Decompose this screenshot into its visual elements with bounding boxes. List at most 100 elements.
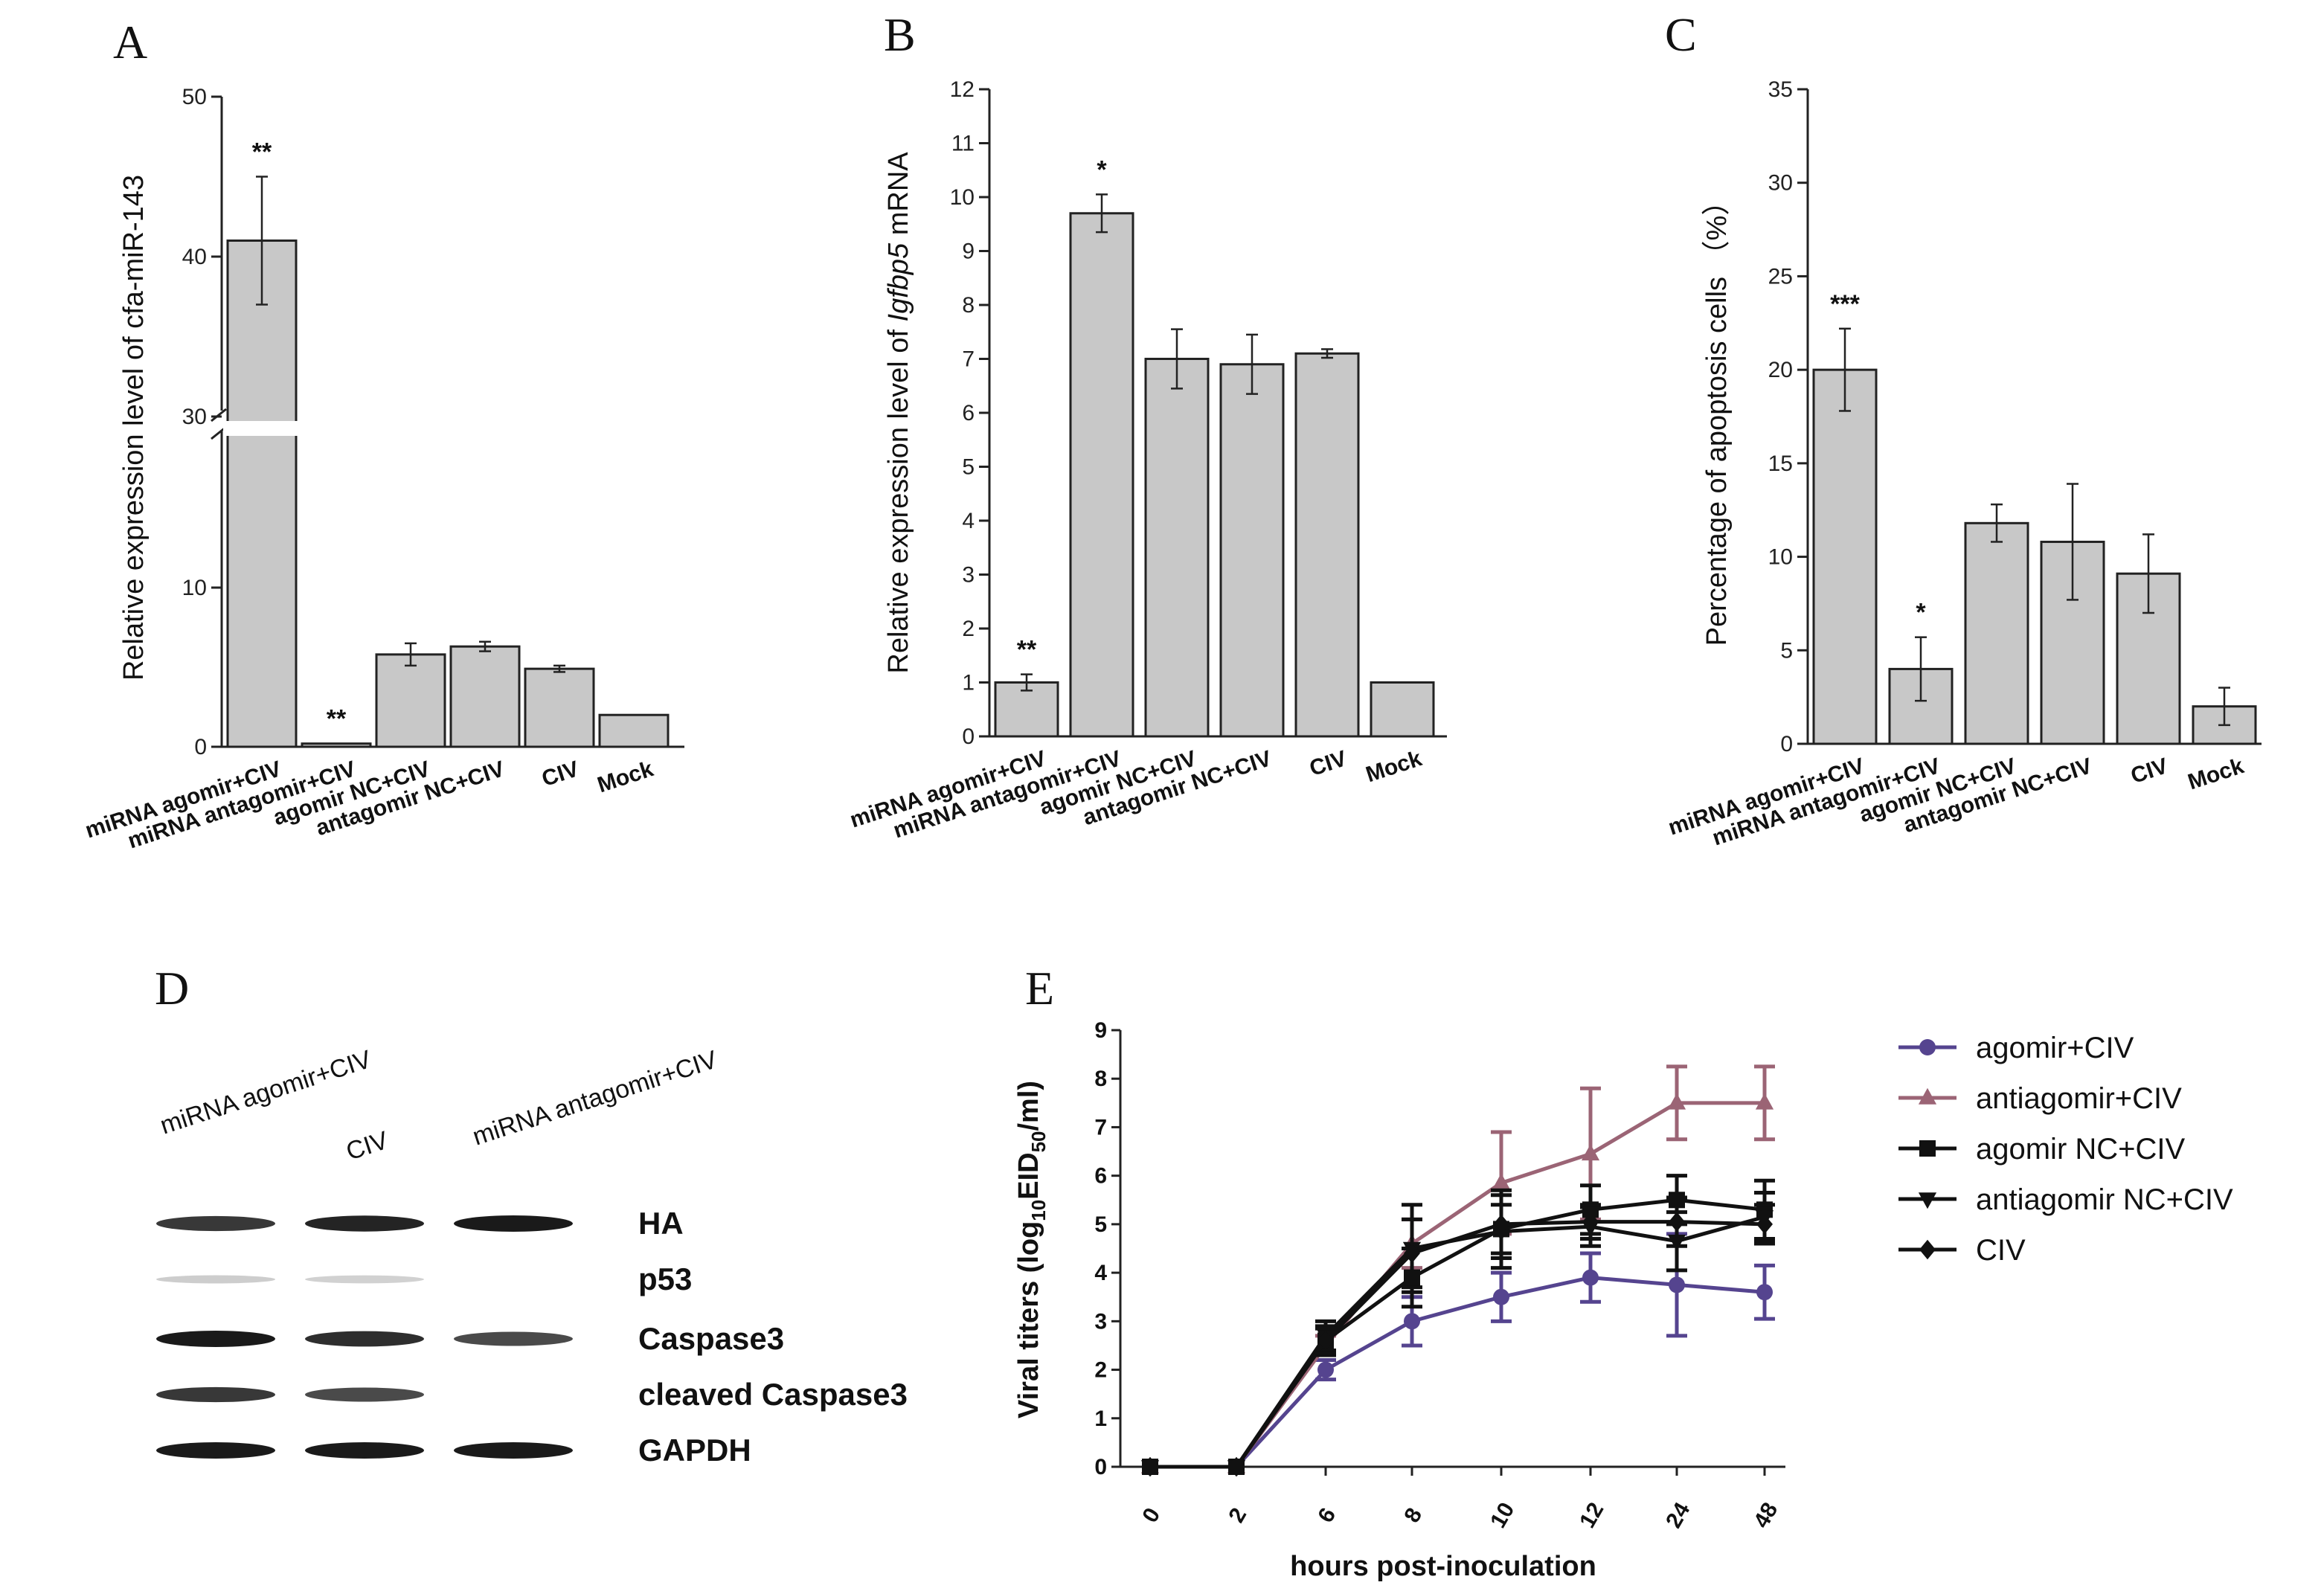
- category-label: CIV: [2128, 753, 2171, 788]
- band: [305, 1215, 424, 1232]
- axis-break-mark: [211, 408, 227, 422]
- marker-diamond: [1919, 1239, 1936, 1260]
- y-axis-title-part: Viral titers (log: [1013, 1221, 1044, 1418]
- y-tick-label: 30: [182, 405, 207, 429]
- y-tick-label: 40: [182, 245, 207, 269]
- bar: [1219, 363, 1285, 738]
- category-label: Mock: [1363, 746, 1425, 787]
- lane-label: miRNA antagomir+CIV: [469, 1045, 721, 1151]
- y-tick-label: 1: [1094, 1407, 1107, 1431]
- category-label: Mock: [594, 756, 656, 797]
- marker-triangle: [1755, 1093, 1774, 1110]
- x-axis-title: hours post-inoculation: [1290, 1551, 1596, 1582]
- bar: [1144, 358, 1210, 738]
- series-line: [1150, 1276, 1765, 1469]
- panel-letter-e: E: [1025, 962, 1054, 1015]
- protein-label: HA: [638, 1206, 684, 1241]
- x-tick-label: 8: [1399, 1504, 1427, 1527]
- marker-triangle: [1918, 1087, 1937, 1105]
- marker-diamond: [1317, 1331, 1334, 1351]
- y-tick-label: 6: [1094, 1164, 1107, 1189]
- category-label: CIV: [1306, 746, 1349, 781]
- protein-label: Caspase3: [638, 1321, 784, 1356]
- legend-label: agomir NC+CIV: [1976, 1133, 2186, 1166]
- bar: [1964, 521, 2029, 745]
- y-tick-label: 30: [1768, 171, 1793, 196]
- marker-triangle-down: [1918, 1192, 1937, 1209]
- bar: [1370, 681, 1435, 738]
- y-axis-title-part: /ml): [1013, 1081, 1044, 1131]
- y-axis-title-sub: 50: [1027, 1131, 1050, 1152]
- y-tick-label: 20: [1768, 358, 1793, 382]
- bar: [226, 240, 298, 748]
- legend-label: CIV: [1976, 1234, 2026, 1267]
- band: [454, 1215, 573, 1232]
- y-tick-label: 0: [1094, 1455, 1107, 1479]
- y-tick-label: 9: [962, 240, 975, 264]
- x-tick-label: 48: [1749, 1499, 1782, 1532]
- y-tick-label: 10: [1768, 545, 1793, 570]
- panel-letter-a: A: [113, 16, 147, 68]
- series-civ: [1142, 1188, 1775, 1477]
- lane-label: CIV: [343, 1126, 392, 1166]
- band: [305, 1331, 424, 1347]
- y-tick-label: 3: [1094, 1309, 1107, 1334]
- y-axis-title-prefix: Relative expression level of: [883, 321, 914, 673]
- significance-label: **: [327, 705, 347, 733]
- band: [454, 1331, 573, 1346]
- marker-triangle: [1667, 1093, 1686, 1110]
- y-tick-label: 5: [1780, 638, 1793, 663]
- significance-label: *: [1097, 155, 1107, 184]
- x-tick-label: 12: [1575, 1499, 1608, 1532]
- marker-circle: [1404, 1313, 1420, 1330]
- x-tick-label: 0: [1137, 1504, 1165, 1527]
- x-tick-label: 10: [1486, 1499, 1519, 1532]
- y-tick-label: 10: [182, 576, 207, 600]
- legend-label: antiagomir NC+CIV: [1976, 1183, 2233, 1216]
- y-axis-title-suffix: mRNA: [883, 152, 914, 243]
- lane-label: miRNA agomir+CIV: [157, 1045, 375, 1140]
- band: [156, 1275, 275, 1284]
- marker-circle: [1669, 1276, 1685, 1293]
- band: [454, 1442, 573, 1459]
- y-tick-label: 4: [962, 509, 975, 533]
- significance-label: ***: [1830, 290, 1860, 318]
- x-tick-label: 6: [1313, 1504, 1341, 1527]
- bar: [1294, 352, 1360, 738]
- y-tick-label: 0: [1780, 732, 1793, 756]
- category-label: CIV: [539, 756, 582, 791]
- y-axis-title: Relative expression level of cfa-miR-143: [118, 175, 150, 681]
- y-tick-label: 12: [950, 77, 975, 102]
- y-tick-label: 25: [1768, 264, 1793, 289]
- band: [156, 1442, 275, 1459]
- y-tick-label: 35: [1768, 77, 1793, 102]
- marker-triangle: [1581, 1144, 1600, 1161]
- y-tick-label: 2: [1094, 1358, 1107, 1383]
- y-tick-label: 3: [962, 563, 975, 588]
- y-axis-title-gene: Igfbp5: [883, 242, 914, 322]
- marker-circle: [1756, 1284, 1773, 1301]
- bar: [449, 645, 521, 748]
- marker-diamond: [1582, 1212, 1599, 1232]
- marker-diamond: [1228, 1456, 1245, 1477]
- y-tick-label: 8: [962, 293, 975, 318]
- marker-circle: [1317, 1361, 1334, 1378]
- panel-letter-d: D: [155, 962, 189, 1015]
- y-tick-label: 4: [1094, 1261, 1107, 1285]
- category-label: Mock: [2185, 753, 2247, 794]
- marker-diamond: [1493, 1214, 1509, 1235]
- y-axis-title-part: EID: [1013, 1152, 1044, 1199]
- break-gap: [223, 421, 301, 436]
- marker-circle: [1582, 1269, 1599, 1286]
- protein-label: p53: [638, 1261, 692, 1296]
- marker-triangle: [1492, 1173, 1511, 1190]
- y-axis-title-sub: 10: [1027, 1200, 1050, 1221]
- band: [156, 1215, 275, 1232]
- x-tick-label: 2: [1224, 1504, 1251, 1527]
- marker-diamond: [1404, 1243, 1420, 1264]
- protein-label: GAPDH: [638, 1433, 751, 1468]
- y-tick-label: 10: [950, 185, 975, 210]
